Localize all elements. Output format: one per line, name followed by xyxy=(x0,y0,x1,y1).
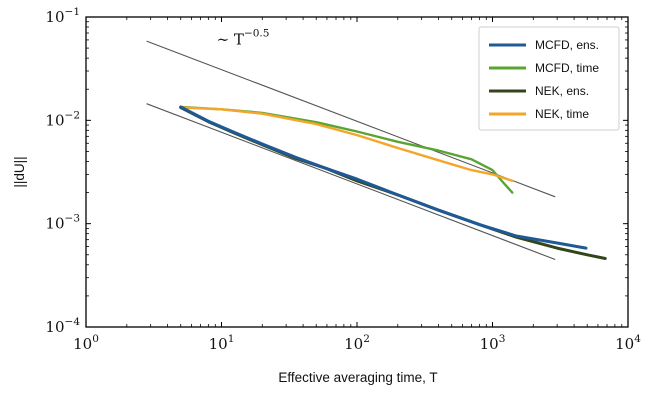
legend-label: MCFD, time xyxy=(535,61,599,75)
slope-annotation: ∼ T−0.5 xyxy=(217,28,270,49)
legend: MCFD, ens. MCFD, time NEK, ens. NEK, time xyxy=(478,26,620,131)
x-axis-label: Effective averaging time, T xyxy=(278,370,437,385)
data-series xyxy=(179,105,607,260)
x-tick-label: 100 xyxy=(73,333,99,353)
reference-line-1 xyxy=(146,40,556,198)
ticks: 100 101 102 103 104 10−4 10−3 10−2 10−1 xyxy=(45,6,641,353)
series-line-mcfd-ens xyxy=(179,105,588,250)
legend-label: MCFD, ens. xyxy=(535,38,599,52)
x-tick-label: 101 xyxy=(209,333,235,353)
y-tick-label: 10−4 xyxy=(45,316,80,336)
reference-lines xyxy=(146,40,556,261)
y-tick-label: 10−2 xyxy=(45,109,80,129)
reference-line-2 xyxy=(146,103,556,261)
legend-box xyxy=(478,26,620,131)
legend-label: NEK, time xyxy=(535,107,589,121)
y-tick-label: 10−1 xyxy=(45,6,80,26)
y-axis-label: ||dU|| xyxy=(12,156,27,187)
x-tick-label: 104 xyxy=(615,333,641,353)
y-tick-label: 10−3 xyxy=(45,213,80,233)
series-line-nek-time xyxy=(179,106,514,183)
legend-label: NEK, ens. xyxy=(535,84,589,98)
x-tick-label: 103 xyxy=(480,333,506,353)
x-tick-label: 102 xyxy=(344,333,370,353)
